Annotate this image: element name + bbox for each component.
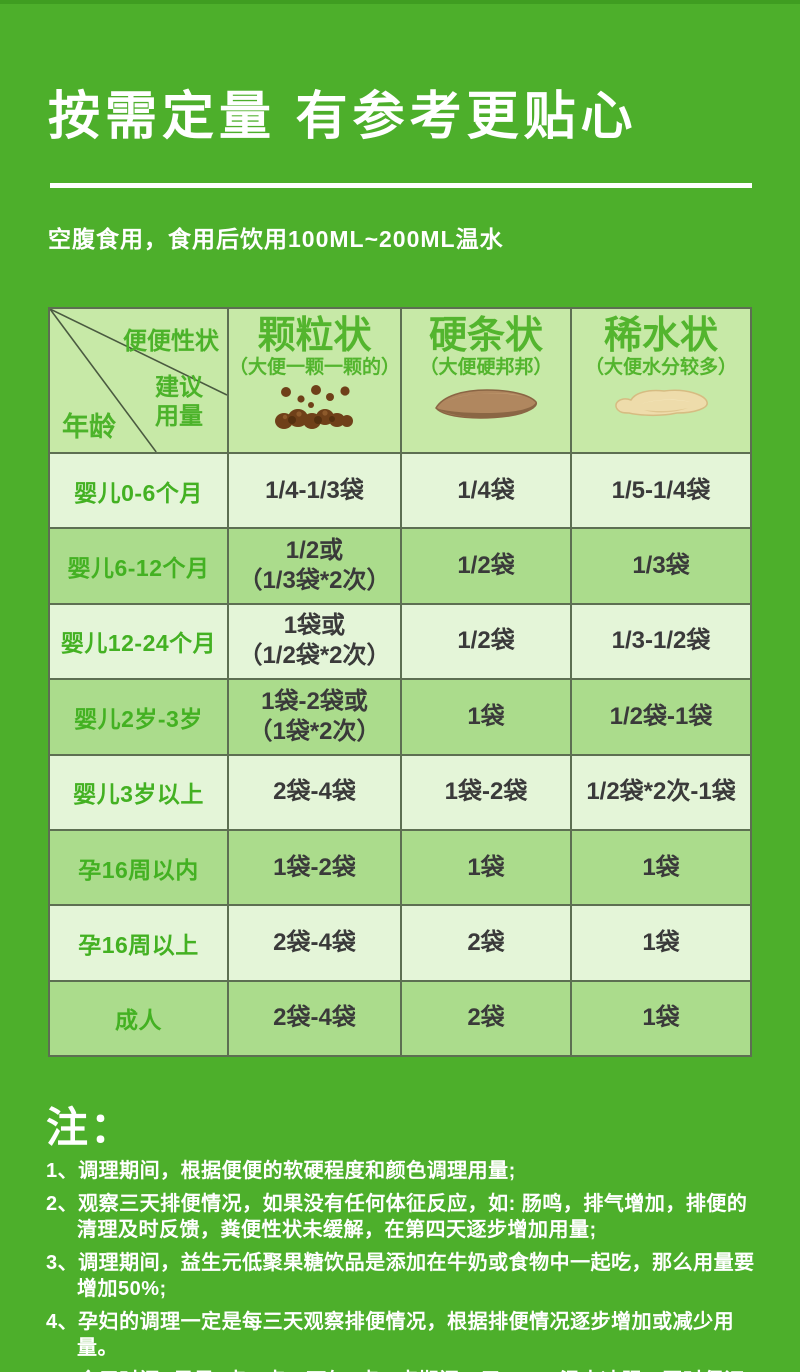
dosage-cell: 2袋-4袋 (229, 906, 402, 980)
title-divider (50, 183, 752, 188)
dosage-cell: 1/2或 （1/3袋*2次） (229, 529, 402, 603)
dosage-cell: 1/2袋 (402, 529, 573, 603)
dosage-cell: 1/2袋 (402, 604, 573, 679)
note-item: 3、调理期间，益生元低聚果糖饮品是添加在牛奶或食物中一起吃，那么用量要增加50%… (46, 1252, 755, 1300)
dosage-cell: 1袋 (642, 853, 680, 881)
column-desc: （大便硬邦邦） (419, 357, 553, 378)
dosage-cell: 2袋 (402, 981, 573, 1055)
notes-heading: 注： (46, 1104, 135, 1151)
note-item: 5、食用时间: 早晨5点-7点，下午1点-3点期间，用200ml温水冲服。同时保… (46, 1368, 762, 1372)
age-cell: 成人 (50, 981, 229, 1055)
table-row: 婴儿0-6个月 1/4-1/3袋 1/4袋 1/5-1/4袋 (50, 454, 750, 530)
note-item: 2、观察三天排便情况，如果没有任何体征反应，如: 肠鸣，排气增加，排便的清理及时… (46, 1193, 748, 1241)
subtitle: 空腹食用，食用后饮用100ML~200ML温水 (48, 226, 504, 252)
notes-list: 1、调理期间，根据便便的软硬程度和颜色调理用量; 2、观察三天排便情况，如果没有… (46, 1158, 762, 1372)
age-cell: 婴儿6-12个月 (50, 529, 229, 603)
column-name: 颗粒状 (257, 315, 372, 357)
dosage-table: 便便性状 建议 用量 年龄 颗粒状 （大便一颗一颗的） (48, 307, 752, 1057)
dosage-cell: 2袋 (402, 906, 573, 980)
dosage-cell: 1袋或 （1/2袋*2次） (229, 604, 402, 679)
table-row: 婴儿6-12个月 1/2或 （1/3袋*2次） 1/2袋 1/3袋 (50, 529, 750, 605)
column-header-watery: 稀水状 （大便水分较多） (572, 309, 750, 452)
dosage-cell: 1袋 (402, 680, 573, 754)
watery-stool-icon (615, 389, 708, 417)
age-cell: 婴儿12-24个月 (50, 604, 229, 679)
dosage-cell: 1袋 (642, 1004, 680, 1032)
diagonal-divider-lines (50, 309, 227, 452)
dosage-cell: 2袋-4袋 (229, 981, 402, 1055)
corner-dosage-label: 建议 用量 (154, 374, 203, 430)
top-edge-strip (0, 0, 800, 4)
table-corner-cell: 便便性状 建议 用量 年龄 (50, 309, 229, 452)
table-row: 婴儿2岁-3岁 1袋-2袋或 （1袋*2次） 1袋 1/2袋-1袋 (50, 680, 750, 756)
dosage-cell: 1/2袋-1袋 (609, 702, 713, 730)
dosage-cell: 1/2袋*2次-1袋 (586, 778, 736, 806)
dosage-cell: 1/5-1/4袋 (611, 476, 711, 504)
page-title: 按需定量 有参考更贴心 (48, 88, 638, 146)
table-row: 成人 2袋-4袋 2袋 1袋 (50, 981, 750, 1055)
note-item: 1、调理期间，根据便便的软硬程度和颜色调理用量; (46, 1160, 516, 1182)
table-row: 婴儿12-24个月 1袋或 （1/2袋*2次） 1/2袋 1/3-1/2袋 (50, 604, 750, 681)
dosage-cell: 1/3-1/2袋 (611, 627, 711, 655)
dosage-cell: 2袋-4袋 (229, 755, 402, 829)
column-name: 稀水状 (604, 315, 719, 357)
table-row: 孕16周以上 2袋-4袋 2袋 1袋 (50, 906, 750, 982)
table-row: 婴儿3岁以上 2袋-4袋 1袋-2袋 1/2袋*2次-1袋 (50, 755, 750, 831)
column-desc: （大便一颗一颗的） (228, 357, 400, 378)
age-cell: 婴儿0-6个月 (50, 454, 229, 528)
column-desc: （大便水分较多） (585, 357, 738, 378)
age-cell: 孕16周以内 (50, 830, 229, 905)
granular-stool-icon (275, 385, 354, 429)
corner-stool-label: 便便性状 (122, 328, 219, 355)
dosage-cell: 1/4-1/3袋 (229, 454, 402, 528)
dosage-cell: 1/4袋 (402, 454, 573, 528)
age-cell: 孕16周以上 (50, 906, 229, 980)
hard-strip-stool-icon (435, 389, 537, 419)
age-cell: 婴儿3岁以上 (50, 755, 229, 829)
dosage-cell: 1袋 (642, 928, 680, 956)
column-name: 硬条状 (429, 315, 544, 357)
table-header-row: 便便性状 建议 用量 年龄 颗粒状 （大便一颗一颗的） (50, 309, 750, 454)
corner-age-label: 年龄 (62, 412, 116, 442)
table-row: 孕16周以内 1袋-2袋 1袋 1袋 (50, 830, 750, 907)
dosage-cell: 1袋-2袋 (229, 830, 402, 905)
dosage-cell: 1袋-2袋 (402, 755, 573, 829)
column-header-granular: 颗粒状 （大便一颗一颗的） (229, 309, 402, 452)
age-cell: 婴儿2岁-3岁 (50, 680, 229, 754)
dosage-cell: 1袋-2袋或 （1袋*2次） (229, 680, 402, 754)
column-header-hard-strip: 硬条状 （大便硬邦邦） (402, 309, 573, 452)
note-item: 4、孕妇的调理一定是每三天观察排便情况，根据排便情况逐步增加或减少用量。 (46, 1311, 735, 1359)
dosage-cell: 1/3袋 (632, 552, 690, 580)
dosage-cell: 1袋 (402, 830, 573, 905)
